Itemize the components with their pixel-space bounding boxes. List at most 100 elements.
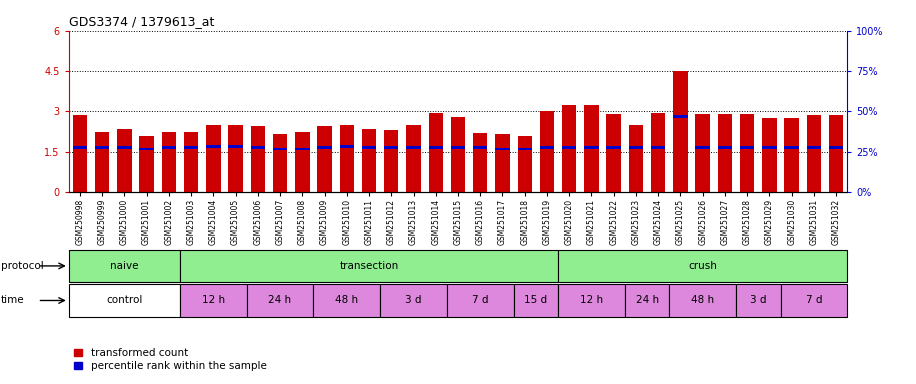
Bar (429, 146, 443, 149)
Bar (651, 113, 665, 192)
Bar (540, 146, 554, 149)
Bar (473, 133, 487, 192)
Text: GDS3374 / 1379613_at: GDS3374 / 1379613_at (69, 15, 214, 28)
Bar (670, 284, 736, 317)
Bar (117, 146, 132, 149)
Bar (807, 146, 821, 149)
Bar (628, 146, 643, 149)
Bar (407, 146, 420, 149)
Bar (695, 114, 710, 192)
Bar (407, 125, 420, 192)
Text: time: time (1, 295, 25, 306)
Bar (496, 134, 509, 192)
Bar (558, 284, 625, 317)
Text: 3 d: 3 d (405, 295, 421, 306)
Text: 48 h: 48 h (692, 295, 714, 306)
Bar (206, 145, 221, 148)
Bar (784, 146, 799, 149)
Text: 15 d: 15 d (524, 295, 548, 306)
Bar (584, 146, 599, 149)
Bar (606, 114, 621, 192)
Bar (72, 115, 87, 192)
Bar (95, 146, 109, 149)
Bar (69, 250, 180, 282)
Bar (740, 114, 755, 192)
Legend: transformed count, percentile rank within the sample: transformed count, percentile rank withi… (74, 348, 267, 371)
Bar (451, 146, 465, 149)
Bar (206, 125, 221, 192)
Bar (518, 136, 532, 192)
Text: 7 d: 7 d (472, 295, 488, 306)
Bar (184, 131, 198, 192)
Bar (496, 148, 509, 151)
Bar (246, 284, 313, 317)
Text: 12 h: 12 h (580, 295, 603, 306)
Bar (295, 148, 310, 151)
Bar (451, 117, 465, 192)
Text: 3 d: 3 d (750, 295, 767, 306)
Bar (695, 146, 710, 149)
Bar (762, 146, 777, 149)
Bar (784, 118, 799, 192)
Bar (429, 113, 443, 192)
Bar (384, 130, 398, 192)
Bar (807, 115, 821, 192)
Bar (228, 145, 243, 148)
Text: transection: transection (340, 261, 398, 271)
Bar (273, 148, 288, 151)
Bar (161, 131, 176, 192)
Bar (380, 284, 447, 317)
Bar (829, 115, 844, 192)
Bar (184, 146, 198, 149)
Text: 12 h: 12 h (202, 295, 224, 306)
Text: control: control (106, 295, 143, 306)
Bar (161, 146, 176, 149)
Bar (251, 126, 265, 192)
Bar (736, 284, 780, 317)
Bar (317, 146, 332, 149)
Bar (740, 146, 755, 149)
Bar (72, 146, 87, 149)
Bar (295, 131, 310, 192)
Bar (762, 118, 777, 192)
Bar (139, 148, 154, 151)
Bar (313, 284, 380, 317)
Bar (139, 136, 154, 192)
Bar (718, 146, 732, 149)
Bar (829, 146, 844, 149)
Bar (584, 104, 599, 192)
Bar (558, 250, 847, 282)
Bar (628, 125, 643, 192)
Text: 7 d: 7 d (806, 295, 823, 306)
Bar (317, 126, 332, 192)
Bar (362, 129, 376, 192)
Bar (540, 111, 554, 192)
Bar (606, 146, 621, 149)
Bar (180, 250, 558, 282)
Text: 24 h: 24 h (268, 295, 291, 306)
Bar (718, 114, 732, 192)
Bar (673, 116, 688, 118)
Bar (273, 134, 288, 192)
Bar (251, 146, 265, 149)
Text: 48 h: 48 h (335, 295, 358, 306)
Bar (651, 146, 665, 149)
Text: naive: naive (110, 261, 138, 271)
Bar (384, 146, 398, 149)
Text: protocol: protocol (1, 261, 44, 271)
Bar (117, 129, 132, 192)
Bar (228, 125, 243, 192)
Bar (362, 146, 376, 149)
Bar (340, 125, 354, 192)
Text: 24 h: 24 h (636, 295, 659, 306)
Text: crush: crush (688, 261, 717, 271)
Bar (562, 104, 576, 192)
Bar (625, 284, 670, 317)
Bar (473, 146, 487, 149)
Bar (340, 145, 354, 148)
Bar (95, 131, 109, 192)
Bar (447, 284, 514, 317)
Bar (518, 148, 532, 151)
Bar (780, 284, 847, 317)
Bar (673, 71, 688, 192)
